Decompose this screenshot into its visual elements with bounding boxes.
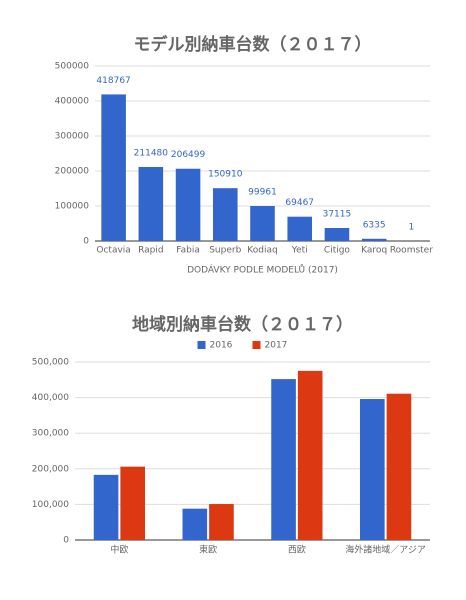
data-label: 206499 <box>171 150 206 160</box>
data-label: 6335 <box>363 220 386 230</box>
bar <box>386 393 412 540</box>
chart-title: モデル別納車台数（２０１７） <box>134 34 372 55</box>
bar <box>324 228 350 241</box>
data-label: 69467 <box>285 198 314 208</box>
bar <box>212 188 238 241</box>
data-label: 211480 <box>134 148 169 158</box>
y-tick-label: 100,000 <box>32 500 69 510</box>
chart-title: 地域別納車台数（２０１７） <box>132 314 353 335</box>
y-tick-label: 500,000 <box>32 358 69 368</box>
y-tick-label: 300,000 <box>32 429 69 439</box>
x-tick-label: 中欧 <box>110 544 128 556</box>
y-tick-label: 100000 <box>55 202 90 212</box>
x-tick-label: Fabia <box>176 246 200 256</box>
data-label: 418767 <box>96 76 130 86</box>
y-tick-label: 400000 <box>55 97 90 107</box>
bar <box>297 370 323 540</box>
y-tick-label: 200,000 <box>32 464 69 474</box>
bar <box>361 238 387 241</box>
bar <box>175 168 201 241</box>
x-tick-label: Karoq <box>361 246 387 256</box>
legend-label: 2017 <box>265 341 288 351</box>
data-label: 1 <box>409 222 415 232</box>
bar <box>120 466 145 540</box>
data-label: 99961 <box>248 188 277 198</box>
y-tick-label: 500000 <box>55 62 90 72</box>
data-label: 150910 <box>208 170 243 180</box>
bar <box>101 94 126 241</box>
bar <box>138 166 164 241</box>
x-tick-label: Superb <box>209 246 241 256</box>
x-tick-label: 海外諸地域／アジア <box>345 544 426 556</box>
bar <box>182 508 208 540</box>
data-label: 37115 <box>323 210 352 220</box>
x-tick-label: 東欧 <box>199 544 217 556</box>
x-tick-label: Roomster <box>390 246 433 256</box>
bar <box>93 474 119 540</box>
legend-swatch <box>252 341 261 349</box>
x-tick-label: Octavia <box>96 246 130 256</box>
x-tick-label: Citigo <box>324 246 351 256</box>
y-tick-label: 0 <box>83 237 89 247</box>
y-tick-label: 200000 <box>55 167 90 177</box>
bar <box>360 399 385 540</box>
y-tick-label: 0 <box>63 536 69 546</box>
bar <box>271 379 296 540</box>
x-tick-label: 西欧 <box>288 544 306 556</box>
x-tick-label: Kodiaq <box>247 246 277 256</box>
x-axis-label: DODÁVKY PODLE MODELŮ (2017) <box>187 264 338 276</box>
y-tick-label: 400,000 <box>32 393 69 403</box>
x-tick-label: Rapid <box>138 246 164 256</box>
y-tick-label: 300000 <box>55 132 90 142</box>
bar <box>287 216 313 241</box>
legend-swatch <box>197 341 206 349</box>
x-tick-label: Yeti <box>291 246 308 256</box>
legend-label: 2016 <box>210 341 233 351</box>
bar <box>209 504 234 540</box>
bar <box>250 206 275 241</box>
